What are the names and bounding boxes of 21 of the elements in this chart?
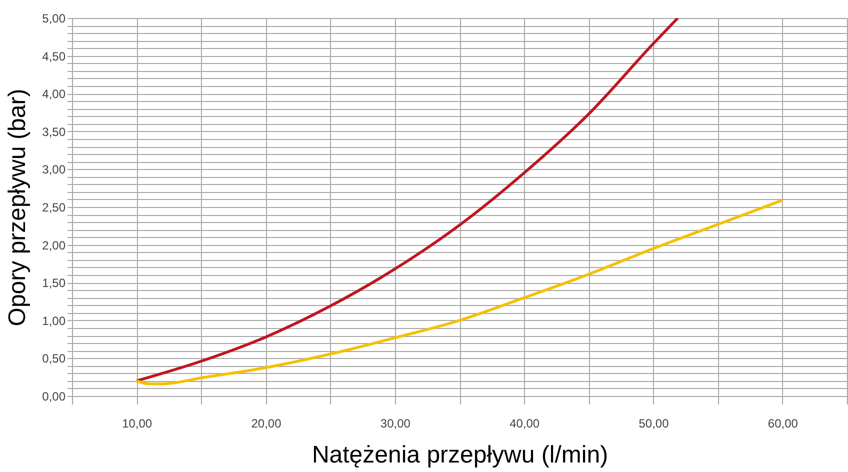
y-tick-label: 3,50: [42, 124, 66, 139]
y-tick-label: 5,00: [42, 12, 66, 26]
x-tick-label: 40,00: [510, 416, 540, 430]
y-tick-label: 2,50: [42, 200, 66, 214]
x-tick-label: 30,00: [380, 416, 411, 430]
x-tick-label: 50,00: [638, 416, 670, 430]
y-tick-label: 2,00: [42, 238, 66, 252]
x-tick-label: 20,00: [251, 416, 282, 430]
line-series: [135, 18, 680, 382]
y-tick-label: 4,50: [42, 49, 66, 64]
y-tick-label: 0,50: [42, 352, 66, 366]
y-tick-label: 1,50: [42, 276, 66, 290]
y-tick-label: 4,00: [42, 87, 66, 102]
y-tick-label: 0,00: [42, 390, 66, 404]
x-tick-label: 10,00: [122, 416, 152, 430]
line-series: [135, 198, 784, 386]
x-tick-label: 60,00: [768, 416, 798, 430]
x-axis-title: Natężenia przepływu (l/min): [312, 442, 608, 468]
y-tick-label: 1,00: [42, 314, 66, 328]
y-tick-label: 3,00: [42, 162, 66, 177]
y-axis-title: Opory przepływu (bar): [4, 88, 32, 326]
